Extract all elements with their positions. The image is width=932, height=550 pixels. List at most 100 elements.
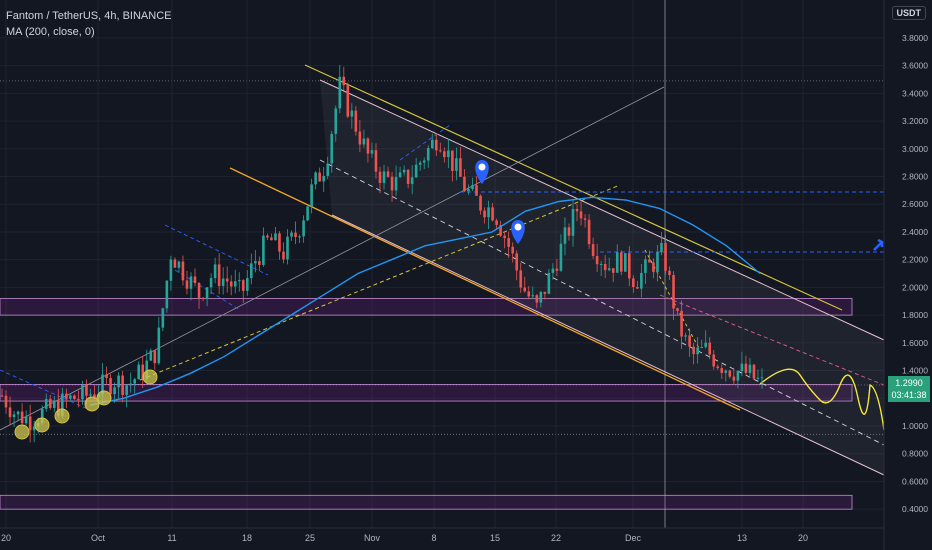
candle-down xyxy=(181,261,185,281)
candle-up xyxy=(615,252,619,273)
candle-down xyxy=(386,171,390,177)
candle-up xyxy=(382,171,386,183)
candle-down xyxy=(543,291,547,294)
touch-point-marker xyxy=(142,369,158,385)
channel-fill xyxy=(320,80,884,475)
candle-down xyxy=(153,350,157,364)
upper-trendline xyxy=(304,64,843,311)
price-zone xyxy=(0,494,853,510)
candle-down xyxy=(632,278,635,288)
chart-header: Fantom / TetherUS, 4h, BINANCE MA (200, … xyxy=(6,8,171,40)
candle-down xyxy=(523,287,527,292)
candle-down xyxy=(20,411,24,424)
pin-shape xyxy=(511,220,525,244)
x-tick-label: Oct xyxy=(91,533,106,543)
candle-up xyxy=(149,350,153,361)
candle-down xyxy=(197,282,201,298)
ma-200-line xyxy=(89,196,761,406)
candle-up xyxy=(756,377,760,379)
candle-up xyxy=(306,206,309,221)
candle-up xyxy=(161,308,165,328)
candle-up xyxy=(16,411,20,415)
x-tick-label: 15 xyxy=(490,533,500,543)
candle-up xyxy=(551,268,555,273)
candle-down xyxy=(728,370,732,377)
candle-down xyxy=(628,253,631,279)
candle-up xyxy=(696,347,699,355)
candle-up xyxy=(298,236,301,238)
candle-up xyxy=(623,253,627,272)
candle-down xyxy=(201,297,205,299)
candle-up xyxy=(290,232,293,237)
flag-line xyxy=(0,369,91,411)
candle-up xyxy=(125,385,128,395)
touch-point-marker xyxy=(54,408,70,424)
candle-up xyxy=(426,148,430,161)
x-tick-label: 22 xyxy=(551,533,561,543)
candle-up xyxy=(700,347,703,349)
y-tick-label: 1.0000 xyxy=(902,421,928,431)
candle-up xyxy=(52,400,56,408)
y-tick-label: 2.6000 xyxy=(902,199,928,209)
candle-up xyxy=(310,184,313,207)
candle-down xyxy=(459,158,462,177)
candle-down xyxy=(511,246,514,254)
candle-up xyxy=(660,243,663,253)
y-tick-label: 2.8000 xyxy=(902,172,928,182)
indicator-legend[interactable]: MA (200, close, 0) xyxy=(6,26,95,38)
pin-dot xyxy=(514,223,522,231)
candle-up xyxy=(563,227,567,244)
flag-line xyxy=(164,224,269,276)
candle-down xyxy=(390,176,394,191)
time-axis[interactable]: 20 Oct 11 18 25 Nov 8 15 22 Dec 13 20 xyxy=(0,527,884,543)
candle-up xyxy=(245,278,249,291)
candle-up xyxy=(221,278,225,286)
candle-down xyxy=(4,395,8,408)
candle-up xyxy=(177,261,181,268)
channel-lower-line xyxy=(331,214,885,476)
candle-up xyxy=(736,371,740,381)
candle-down xyxy=(676,308,679,311)
candle-down xyxy=(318,172,321,182)
y-tick-label: 3.6000 xyxy=(902,61,928,71)
symbol-title[interactable]: Fantom / TetherUS, 4h, BINANCE xyxy=(6,10,172,22)
candle-down xyxy=(266,235,269,238)
candle-up xyxy=(531,295,535,297)
x-tick-label: Dec xyxy=(625,533,642,543)
candle-down xyxy=(680,310,683,337)
candle-down xyxy=(495,220,498,226)
candle-up xyxy=(213,264,217,279)
candle-down xyxy=(443,151,446,158)
candle-down xyxy=(451,150,454,171)
touch-point-marker xyxy=(14,424,30,440)
candle-down xyxy=(282,251,285,260)
candle-down xyxy=(732,376,736,381)
y-tick-label: 3.4000 xyxy=(902,88,928,98)
candle-up xyxy=(334,108,338,134)
x-tick-label: 18 xyxy=(242,533,252,543)
candle-up xyxy=(398,172,402,178)
candle-up xyxy=(133,379,136,384)
y-tick-label: 3.8000 xyxy=(902,33,928,43)
candle-down xyxy=(519,270,523,288)
candle-up xyxy=(740,363,744,372)
arrow-icon xyxy=(873,238,884,251)
candle-up xyxy=(640,272,643,289)
y-tick-label: 0.6000 xyxy=(902,476,928,486)
candle-down xyxy=(229,281,233,287)
candle-up xyxy=(471,185,474,190)
y-tick-label: 3.2000 xyxy=(902,116,928,126)
pin-dot xyxy=(478,163,486,171)
long-trendline xyxy=(0,86,665,431)
candle-down xyxy=(73,395,76,400)
candle-down xyxy=(555,268,559,271)
candle-down xyxy=(378,171,382,183)
candle-down xyxy=(358,131,362,145)
candle-up xyxy=(487,207,490,218)
y-tick-label: 0.8000 xyxy=(902,449,928,459)
currency-button[interactable]: USDT xyxy=(891,6,926,20)
x-tick-label: Nov xyxy=(364,533,381,543)
candle-up xyxy=(81,384,84,400)
candle-down xyxy=(258,261,261,265)
